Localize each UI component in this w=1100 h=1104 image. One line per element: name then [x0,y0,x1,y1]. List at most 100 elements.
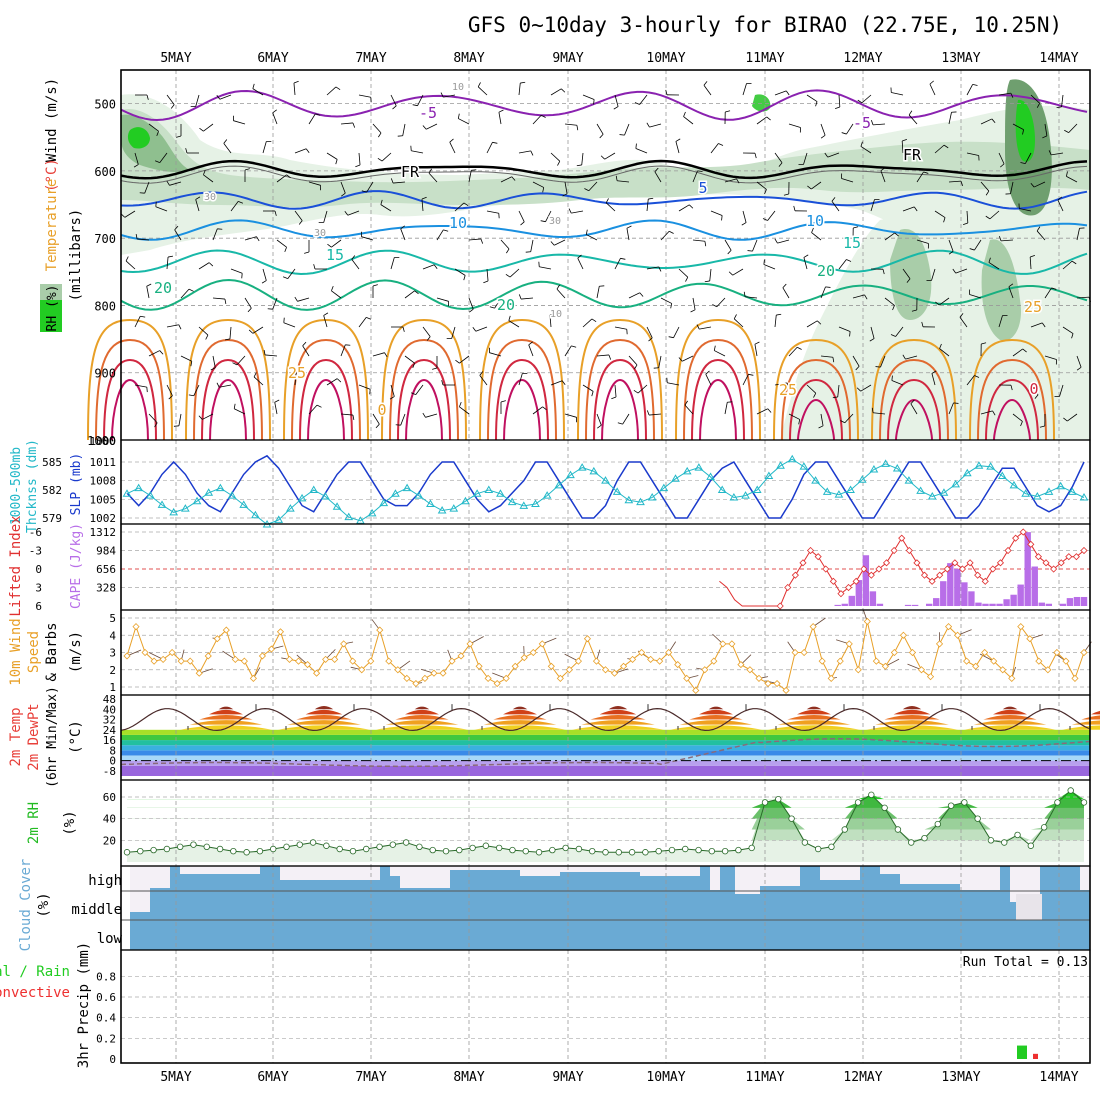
cape-bar [1074,597,1080,606]
rh2m-marker [789,816,795,822]
day-label-bottom: 7MAY [355,1070,386,1085]
contour-label: 5 [698,179,707,197]
cape-bar [912,605,918,606]
cloud-ylabel-unit: (%) [36,892,52,917]
rh2m-tick: 20 [103,834,116,847]
day-label-top: 7MAY [355,51,386,66]
contour-label: 10 [550,309,562,320]
precip-ylabel-1: Total / Rain [0,964,70,980]
rh2m-marker [962,800,968,806]
contour-label: 10 [449,214,467,232]
rh2m-marker [443,848,449,854]
upper-y-tick: 800 [94,299,116,313]
day-label-top: 14MAY [1039,51,1078,66]
cape-bar [863,555,869,606]
cape-bar [968,591,974,606]
rh2m-marker [1028,843,1034,849]
rh2m-marker [284,844,290,850]
precip-tick: 0 [109,1053,116,1066]
cloud-gap [520,866,560,876]
cape-bar [926,604,932,606]
rh2m-marker [563,845,569,851]
cape-bar [905,605,911,606]
cape-bar [870,591,876,606]
chart-title: GFS 0~10day 3-hourly for BIRAO (22.75E, … [468,13,1062,37]
rh2m-marker [1041,825,1047,831]
upper-y-tick: 700 [94,232,116,246]
rh2m-marker [124,849,130,855]
rh2m-marker [682,846,688,852]
contour-label: 0 [1029,380,1038,398]
contour-label: 20 [817,262,835,280]
rh2m-marker [377,844,383,850]
wind-barb-flag [825,287,830,288]
day-label-top: 13MAY [941,51,980,66]
rh2m-tick: 60 [103,791,116,804]
cape-bar [849,596,855,606]
li-tick: 0 [35,563,42,576]
wind10-ylabel-2: Speed [26,631,42,673]
cape-bar [835,605,841,606]
rh2m-marker [616,849,622,855]
contour-label: 30 [314,228,326,239]
contour-label: 30 [549,216,561,227]
temp2m-ylabel-3: (6hr Min/Max) [45,686,60,788]
li-tick: -3 [29,545,42,558]
wind10-tick: 5 [109,612,116,625]
rh2m-ylabel-unit: (%) [62,810,78,835]
cape-bar [975,603,981,606]
rh2m-marker [935,821,941,827]
cloud-gap [735,866,760,894]
wind10-ylabel-3: & Barbs [44,622,60,681]
cloud-edge [121,866,130,950]
rh2m-marker [483,843,489,849]
wind-barb-flag [953,403,958,404]
rh2m-marker [310,840,316,846]
rh2m-marker [762,800,768,806]
precip-run-total: Run Total = 0.13 [963,955,1088,970]
rh2m-marker [137,848,143,854]
cape-bar [1039,603,1045,606]
rh2m-marker [337,846,343,852]
rh2m-marker [589,848,595,854]
temp-band [121,766,1090,776]
rh2m-marker [643,849,649,855]
wind10-tick: 2 [109,664,116,677]
rh2m-marker [164,846,170,852]
cloud-gap [1080,866,1090,890]
day-label-top: 6MAY [257,51,288,66]
rh2m-marker [948,803,954,809]
wind-barb-flag [636,144,637,149]
rh2m-marker [456,847,462,853]
upper-ylabel-rh: RH (%) [45,285,60,332]
cape-tick: 328 [96,582,116,595]
precip-total-bar [1017,1046,1027,1059]
rh2m-marker [629,849,635,855]
day-label-top: 5MAY [160,51,191,66]
rh2m-marker [403,840,409,846]
precip-tick: 0.8 [96,970,116,983]
cloud-gap [390,866,400,876]
wind-barb-flag [850,331,851,336]
day-label-top: 11MAY [745,51,784,66]
rh2m-marker [669,847,675,853]
upper-y-tick: 900 [94,367,116,381]
day-label-bottom: 13MAY [941,1070,980,1085]
slp-tick: 1011 [90,456,117,469]
day-label-bottom: 10MAY [646,1070,685,1085]
temp2m-ylabel-1: 2m Temp [8,707,24,766]
cloud-level-label: low [97,931,123,947]
upper-ylabel-wind: Wind (m/s) [44,78,60,162]
cape-ylabel: CAPE (J/kg) [69,523,84,609]
cloud-level-label: high [88,873,122,889]
rh2m-marker [696,847,702,853]
cloud-gap [900,866,960,884]
contour-label: 25 [1024,298,1042,316]
day-label-bottom: 9MAY [552,1070,583,1085]
contour-label: 30 [204,192,216,203]
cape-bar [933,598,939,606]
cape-bar [1081,597,1087,606]
slp-tick-top: 1000 [90,435,117,448]
